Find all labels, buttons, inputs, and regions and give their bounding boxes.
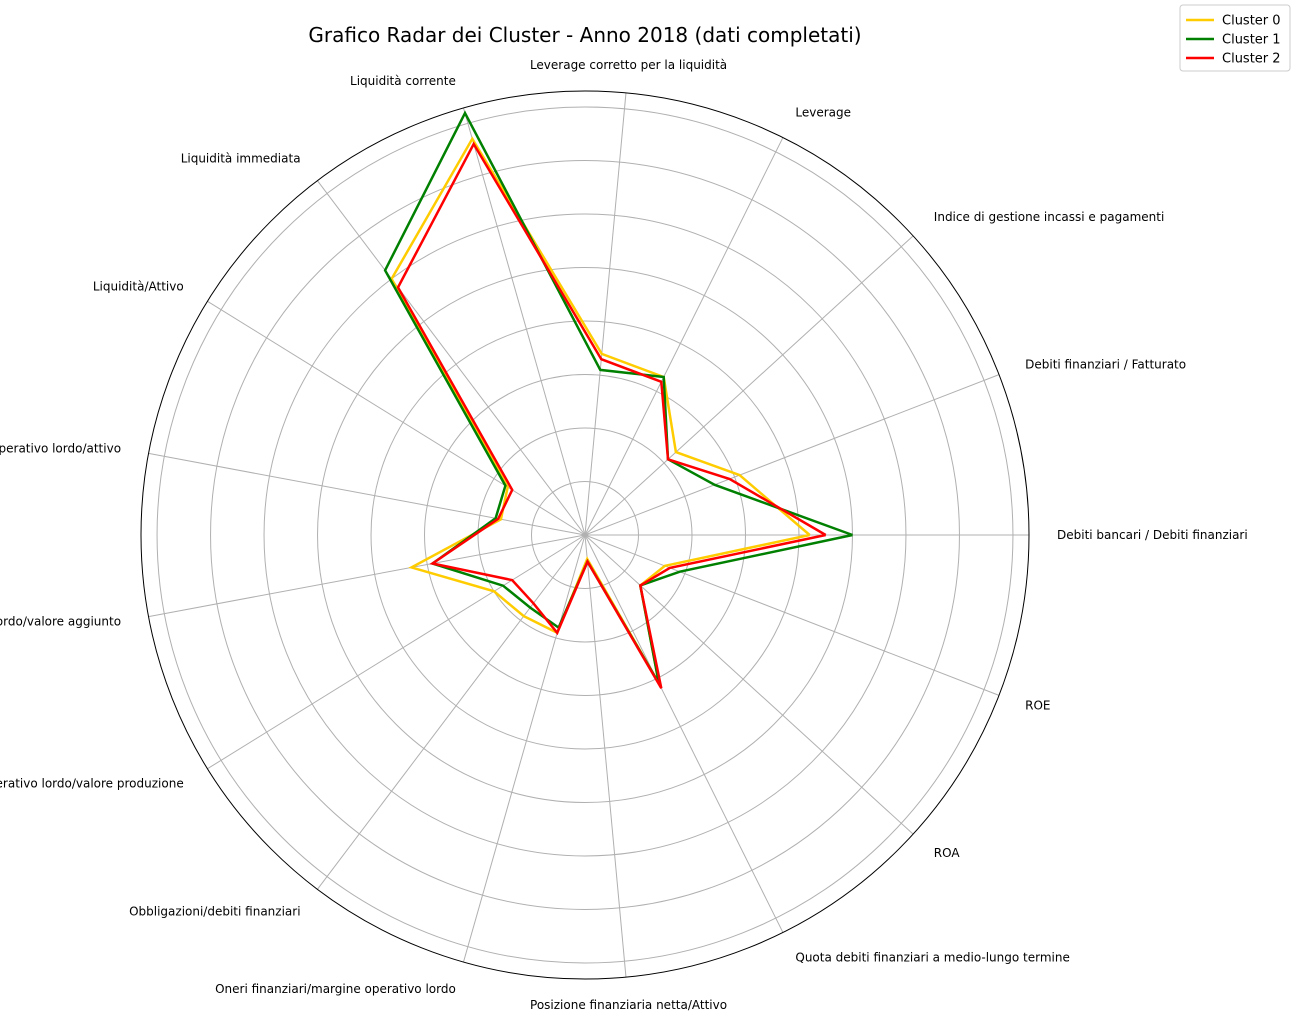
spoke-2 [584,235,914,536]
axis-label-0: Debiti bancari / Debiti finanziari [1057,528,1248,542]
axis-label-7: Liquidità/Attivo [93,280,184,294]
axis-label-14: Quota debiti finanziari a medio-lungo te… [795,951,1069,965]
axis-label-10: Margine operativo lordo/valore produzion… [0,776,184,790]
axis-label-4: Leverage corretto per la liquidità [530,58,727,72]
spoke-11 [317,534,586,890]
axis-label-2: Indice di gestione incassi e pagamenti [934,210,1165,224]
axis-label-3: Leverage [795,105,851,119]
spoke-6 [317,180,586,536]
spoke-5 [463,107,586,536]
legend-label-1: Cluster 1 [1222,33,1281,48]
axis-label-15: ROA [934,846,961,860]
spoke-8 [148,452,586,536]
spoke-13 [584,534,627,978]
axis-label-12: Oneri finanziari/margine operativo lordo [215,982,456,996]
axis-label-16: ROE [1025,699,1050,713]
spoke-15 [584,534,914,835]
spoke-4 [584,92,627,536]
axis-label-6: Liquidità immediata [181,151,301,165]
series-lines [383,110,853,689]
spoke-9 [148,534,586,618]
axis-label-1: Debiti finanziari / Fatturato [1025,357,1186,371]
spoke-10 [207,534,586,770]
axis-label-13: Posizione finanziaria netta/Attivo [530,998,727,1011]
spoke-3 [584,137,784,536]
legend: Cluster 0 Cluster 1 Cluster 2 [1179,4,1291,72]
legend-label-0: Cluster 0 [1222,14,1281,29]
legend-label-2: Cluster 2 [1222,52,1281,67]
grid [140,90,1030,980]
spoke-1 [584,374,1000,536]
outer-ring [140,90,1030,980]
chart-title: Grafico Radar dei Cluster - Anno 2018 (d… [308,23,861,47]
axis-label-8: Margine operativo lordo/attivo [0,441,121,455]
spoke-16 [584,534,1000,696]
spoke-7 [207,300,586,536]
spoke-12 [463,534,586,963]
axis-labels: Debiti bancari / Debiti finanziari Debiti… [0,58,1248,1011]
axis-label-9: Margine operativo lordo/valore aggiunto [0,615,121,629]
series-line-0 [390,136,811,685]
spoke-14 [584,534,784,933]
series-line-1 [383,110,853,685]
axis-label-11: Obbligazioni/debiti finanziari [129,905,300,919]
axis-label-5: Liquidità corrente [350,74,456,88]
series-line-2 [396,141,827,689]
legend-box [1179,4,1291,72]
